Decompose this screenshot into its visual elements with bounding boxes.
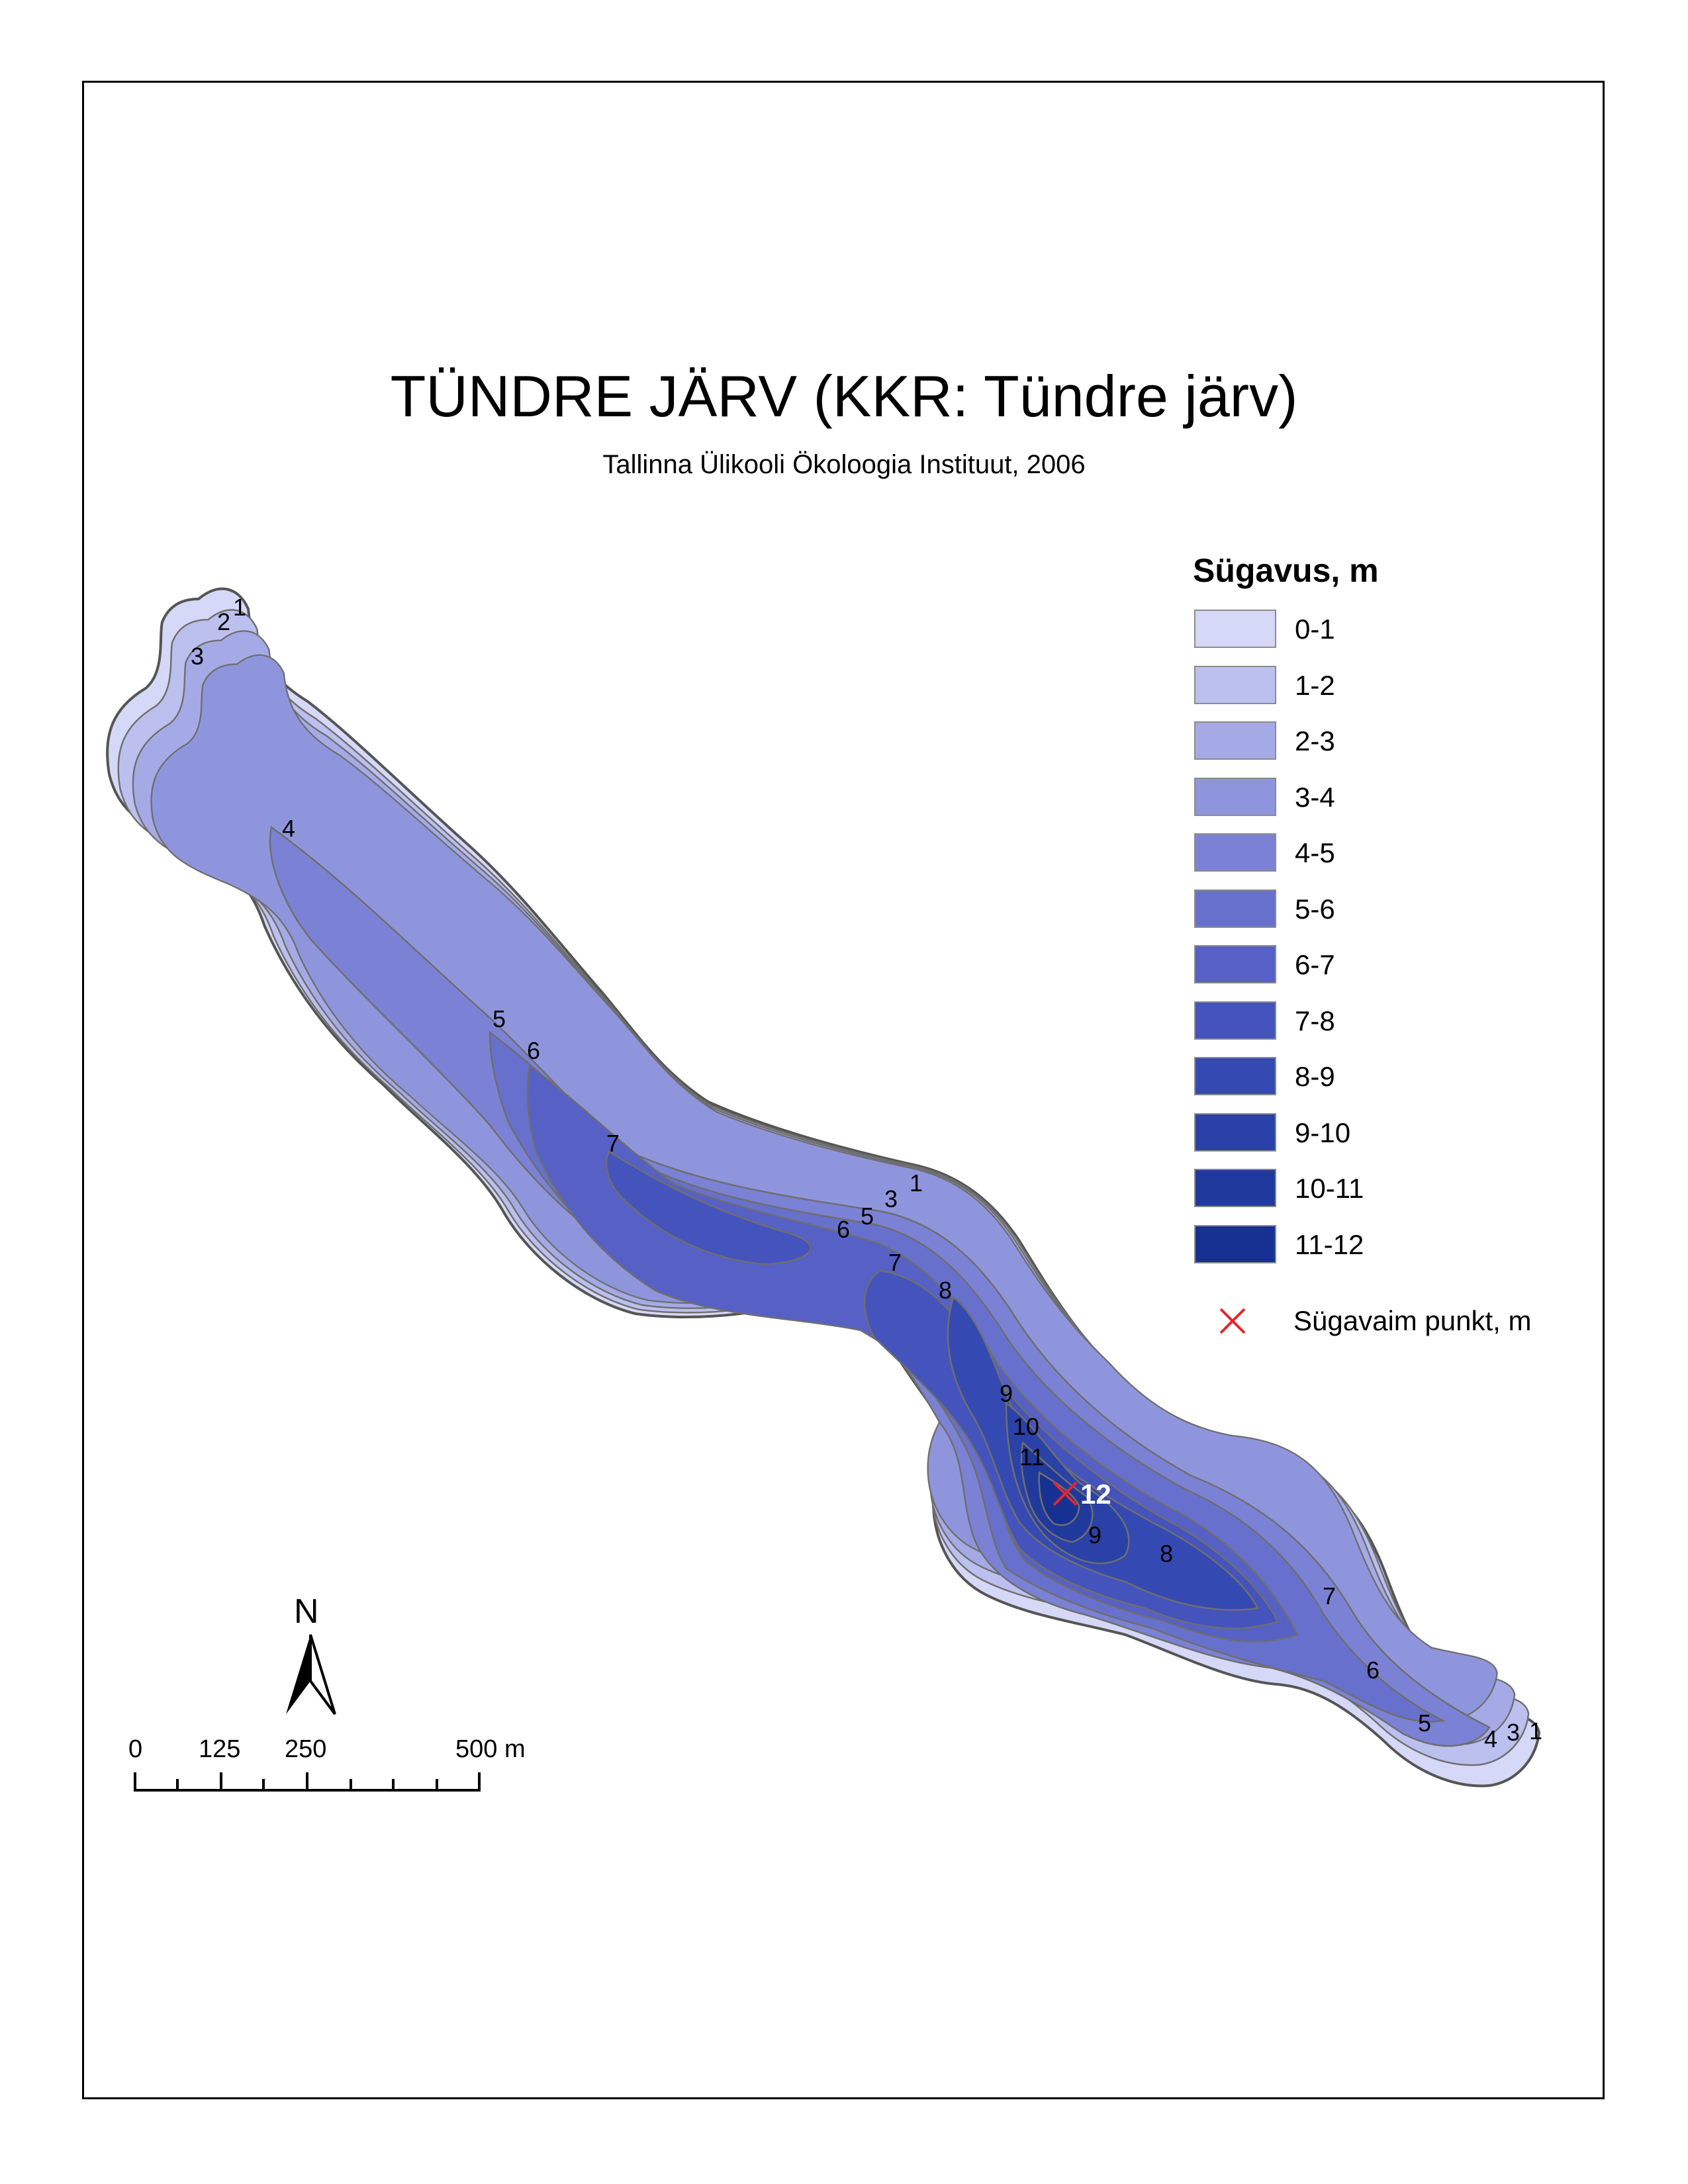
legend-label: 11-12 <box>1295 1228 1364 1260</box>
contour-label: 4 <box>282 815 295 842</box>
legend-swatch <box>1194 1169 1276 1207</box>
legend-label: 3-4 <box>1295 781 1335 813</box>
contour-label: 3 <box>884 1185 898 1212</box>
scale-label-250: 250 <box>285 1735 327 1763</box>
legend-swatch <box>1194 1057 1276 1095</box>
legend-label: 0-1 <box>1295 614 1335 645</box>
contour-label: 7 <box>606 1130 620 1157</box>
scale-label-125: 125 <box>199 1735 241 1763</box>
legend-label: 5-6 <box>1295 893 1335 925</box>
deepest-point-marker <box>1053 1481 1078 1506</box>
legend-title: Sügavus, m <box>1193 552 1379 589</box>
legend-label: 8-9 <box>1295 1061 1335 1092</box>
contour-label: 6 <box>1366 1657 1380 1684</box>
north-arrow-icon <box>286 1634 336 1715</box>
contour-label: 4 <box>1484 1725 1497 1752</box>
contour-label: 5 <box>492 1005 506 1032</box>
contour-label: 1 <box>233 594 246 621</box>
legend-label: 1-2 <box>1295 669 1335 701</box>
contour-label: 6 <box>837 1216 850 1243</box>
contour-label: 3 <box>191 643 204 670</box>
contour-label: 8 <box>1160 1540 1173 1567</box>
contour-label: 7 <box>888 1249 902 1276</box>
contour-label: 10 <box>1013 1413 1039 1440</box>
legend-label: 10-11 <box>1295 1173 1364 1204</box>
legend-swatch <box>1194 889 1276 928</box>
contour-label: 2 <box>217 608 230 635</box>
contour-label: 7 <box>1323 1582 1336 1610</box>
contour-label: 9 <box>1000 1380 1013 1407</box>
deepest-point-label: 12 <box>1080 1479 1111 1510</box>
north-arrow-letter: N <box>294 1592 319 1631</box>
legend-swatch <box>1194 610 1276 648</box>
map-frame <box>82 81 1605 2099</box>
scale-bar <box>134 1772 481 1792</box>
contour-label: 9 <box>1088 1522 1102 1549</box>
legend-swatch <box>1194 1001 1276 1040</box>
legend-swatch <box>1194 833 1276 872</box>
contour-label: 6 <box>527 1037 540 1064</box>
contour-label: 1 <box>910 1169 923 1197</box>
legend-swatch <box>1194 721 1276 760</box>
contour-label: 11 <box>1019 1443 1044 1471</box>
depth-band-7-8-west <box>605 1150 812 1265</box>
legend-deepest-point-label: Sügavaim punkt, m <box>1293 1305 1532 1336</box>
scale-label-0: 0 <box>128 1735 143 1763</box>
map-title: TÜNDRE JÄRV (KKR: Tündre järv) <box>390 363 1298 429</box>
contour-label: 8 <box>939 1277 952 1304</box>
map-subtitle: Tallinna Ülikooli Ökoloogia Instituut, 2… <box>602 450 1086 479</box>
contour-label: 5 <box>861 1203 874 1230</box>
legend-swatch <box>1194 777 1276 816</box>
contour-label: 3 <box>1507 1719 1520 1746</box>
legend-label: 6-7 <box>1295 949 1335 980</box>
scale-label-500: 500 m <box>455 1735 526 1763</box>
legend-swatch <box>1194 665 1276 704</box>
legend-label: 2-3 <box>1295 725 1335 756</box>
legend-label: 7-8 <box>1295 1005 1335 1036</box>
deepest-point-icon <box>1219 1308 1246 1334</box>
contour-label: 5 <box>1418 1709 1431 1737</box>
legend-label: 9-10 <box>1295 1116 1351 1148</box>
legend-swatch <box>1194 1224 1276 1263</box>
legend-label: 4-5 <box>1295 837 1335 868</box>
legend-swatch <box>1194 945 1276 983</box>
legend-swatch <box>1194 1113 1276 1152</box>
contour-label: 1 <box>1529 1717 1542 1745</box>
